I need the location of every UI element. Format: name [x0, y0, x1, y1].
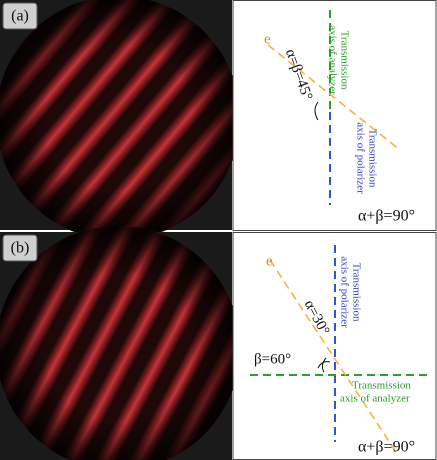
e-label: e: [264, 31, 271, 47]
panel-a-diagram: e α=β=45° Transmission axis of analyzer …: [233, 1, 436, 231]
polarizer-label: axis of polarizer: [354, 122, 366, 194]
figure: (a) e α=β=45° Transmission axis of analy…: [0, 0, 437, 460]
panel-label: (b): [11, 240, 30, 257]
analyzer-label: axis of analyzer: [340, 393, 410, 405]
analyzer-label: Transmission: [352, 380, 411, 392]
analyzer-label: Transmission: [338, 31, 350, 90]
analyzer-label: axis of analyzer: [326, 25, 338, 95]
polarizer-label: Transmission: [350, 263, 362, 322]
polarizer-label: axis of polarizer: [338, 256, 350, 328]
beta-label: β=60°: [254, 351, 291, 367]
sum-label: α+β=90°: [358, 208, 415, 225]
e-label: e: [266, 253, 273, 269]
sum-label: α+β=90°: [358, 439, 415, 456]
polarizer-label: Transmission: [366, 129, 378, 188]
panel-b-diagram: e Transmission axis of polarizer α=30° β…: [233, 233, 436, 460]
panel-a-image: (a): [0, 0, 240, 240]
panel-b-image: (b): [0, 226, 240, 460]
panel-label: (a): [11, 8, 29, 25]
